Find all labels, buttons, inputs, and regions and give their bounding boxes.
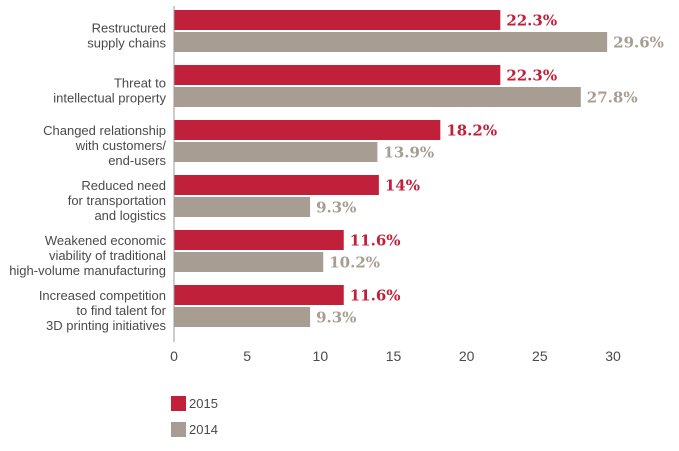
x-tick-label-15: 15 — [386, 348, 402, 364]
category-4-label-line-1: Reduced need — [81, 178, 166, 193]
data-label-2014-category-1: 29.6% — [613, 34, 664, 52]
category-5-label-line-3: high-volume manufacturing — [9, 263, 166, 278]
data-label-2014-category-3: 13.9% — [383, 144, 434, 162]
legend-swatch-2015 — [171, 395, 186, 411]
bar-2015-category-4 — [174, 175, 379, 195]
bar-2015-category-6 — [174, 285, 344, 305]
legend-item-2014: 2014 — [171, 421, 218, 437]
data-label-2015-category-6: 11.6% — [350, 287, 401, 305]
category-1-label-line-1: Restructured — [92, 21, 166, 36]
category-3-label-line-3: end-users — [108, 153, 166, 168]
data-label-2014-category-6: 9.3% — [316, 309, 356, 327]
category-2-label-line-1: Threat to — [114, 76, 166, 91]
category-6-label-line-2: to find talent for — [76, 303, 166, 318]
category-5-label-line-2: viability of traditional — [49, 248, 166, 263]
x-tick-label-25: 25 — [532, 348, 548, 364]
category-6-label-line-1: Increased competition — [39, 288, 166, 303]
x-tick-label-0: 0 — [170, 348, 178, 364]
category-5-label-line-1: Weakened economic — [45, 233, 167, 248]
legend: 2015 2014 — [171, 395, 218, 447]
data-label-2015-category-3: 18.2% — [446, 122, 497, 140]
bar-2014-category-2 — [174, 87, 581, 107]
data-label-2015-category-1: 22.3% — [506, 12, 557, 30]
data-label-2015-category-2: 22.3% — [506, 67, 557, 85]
legend-swatch-2014 — [171, 421, 186, 437]
bar-2015-category-2 — [174, 65, 501, 85]
x-tick-label-20: 20 — [459, 348, 475, 364]
bar-2014-category-3 — [174, 142, 378, 162]
bar-2014-category-1 — [174, 32, 608, 52]
legend-item-2015: 2015 — [171, 395, 218, 411]
category-3-label-line-1: Changed relationship — [43, 123, 166, 138]
bar-2014-category-4 — [174, 197, 311, 217]
data-label-2014-category-2: 27.8% — [587, 89, 638, 107]
category-4-label-line-2: for transportation — [68, 193, 166, 208]
data-label-2014-category-5: 10.2% — [329, 254, 380, 272]
bar-2015-category-1 — [174, 10, 501, 30]
bar-2015-category-3 — [174, 120, 441, 140]
bar-2015-category-5 — [174, 230, 344, 250]
category-3-label-line-2: with customers/ — [75, 138, 167, 153]
x-tick-label-10: 10 — [313, 348, 329, 364]
data-label-2014-category-4: 9.3% — [316, 199, 356, 217]
x-tick-label-30: 30 — [605, 348, 621, 364]
category-1-label-line-2: supply chains — [87, 36, 166, 51]
category-4-label-line-3: and logistics — [94, 208, 166, 223]
legend-label-2014: 2014 — [189, 421, 218, 437]
bar-2014-category-6 — [174, 307, 311, 327]
legend-label-2015: 2015 — [189, 395, 218, 411]
x-tick-label-5: 5 — [243, 348, 251, 364]
category-6-label-line-3: 3D printing initiatives — [46, 318, 166, 333]
data-label-2015-category-4: 14% — [385, 177, 420, 195]
category-2-label-line-2: intellectual property — [53, 91, 166, 106]
data-label-2015-category-5: 11.6% — [350, 232, 401, 250]
bar-2014-category-5 — [174, 252, 324, 272]
